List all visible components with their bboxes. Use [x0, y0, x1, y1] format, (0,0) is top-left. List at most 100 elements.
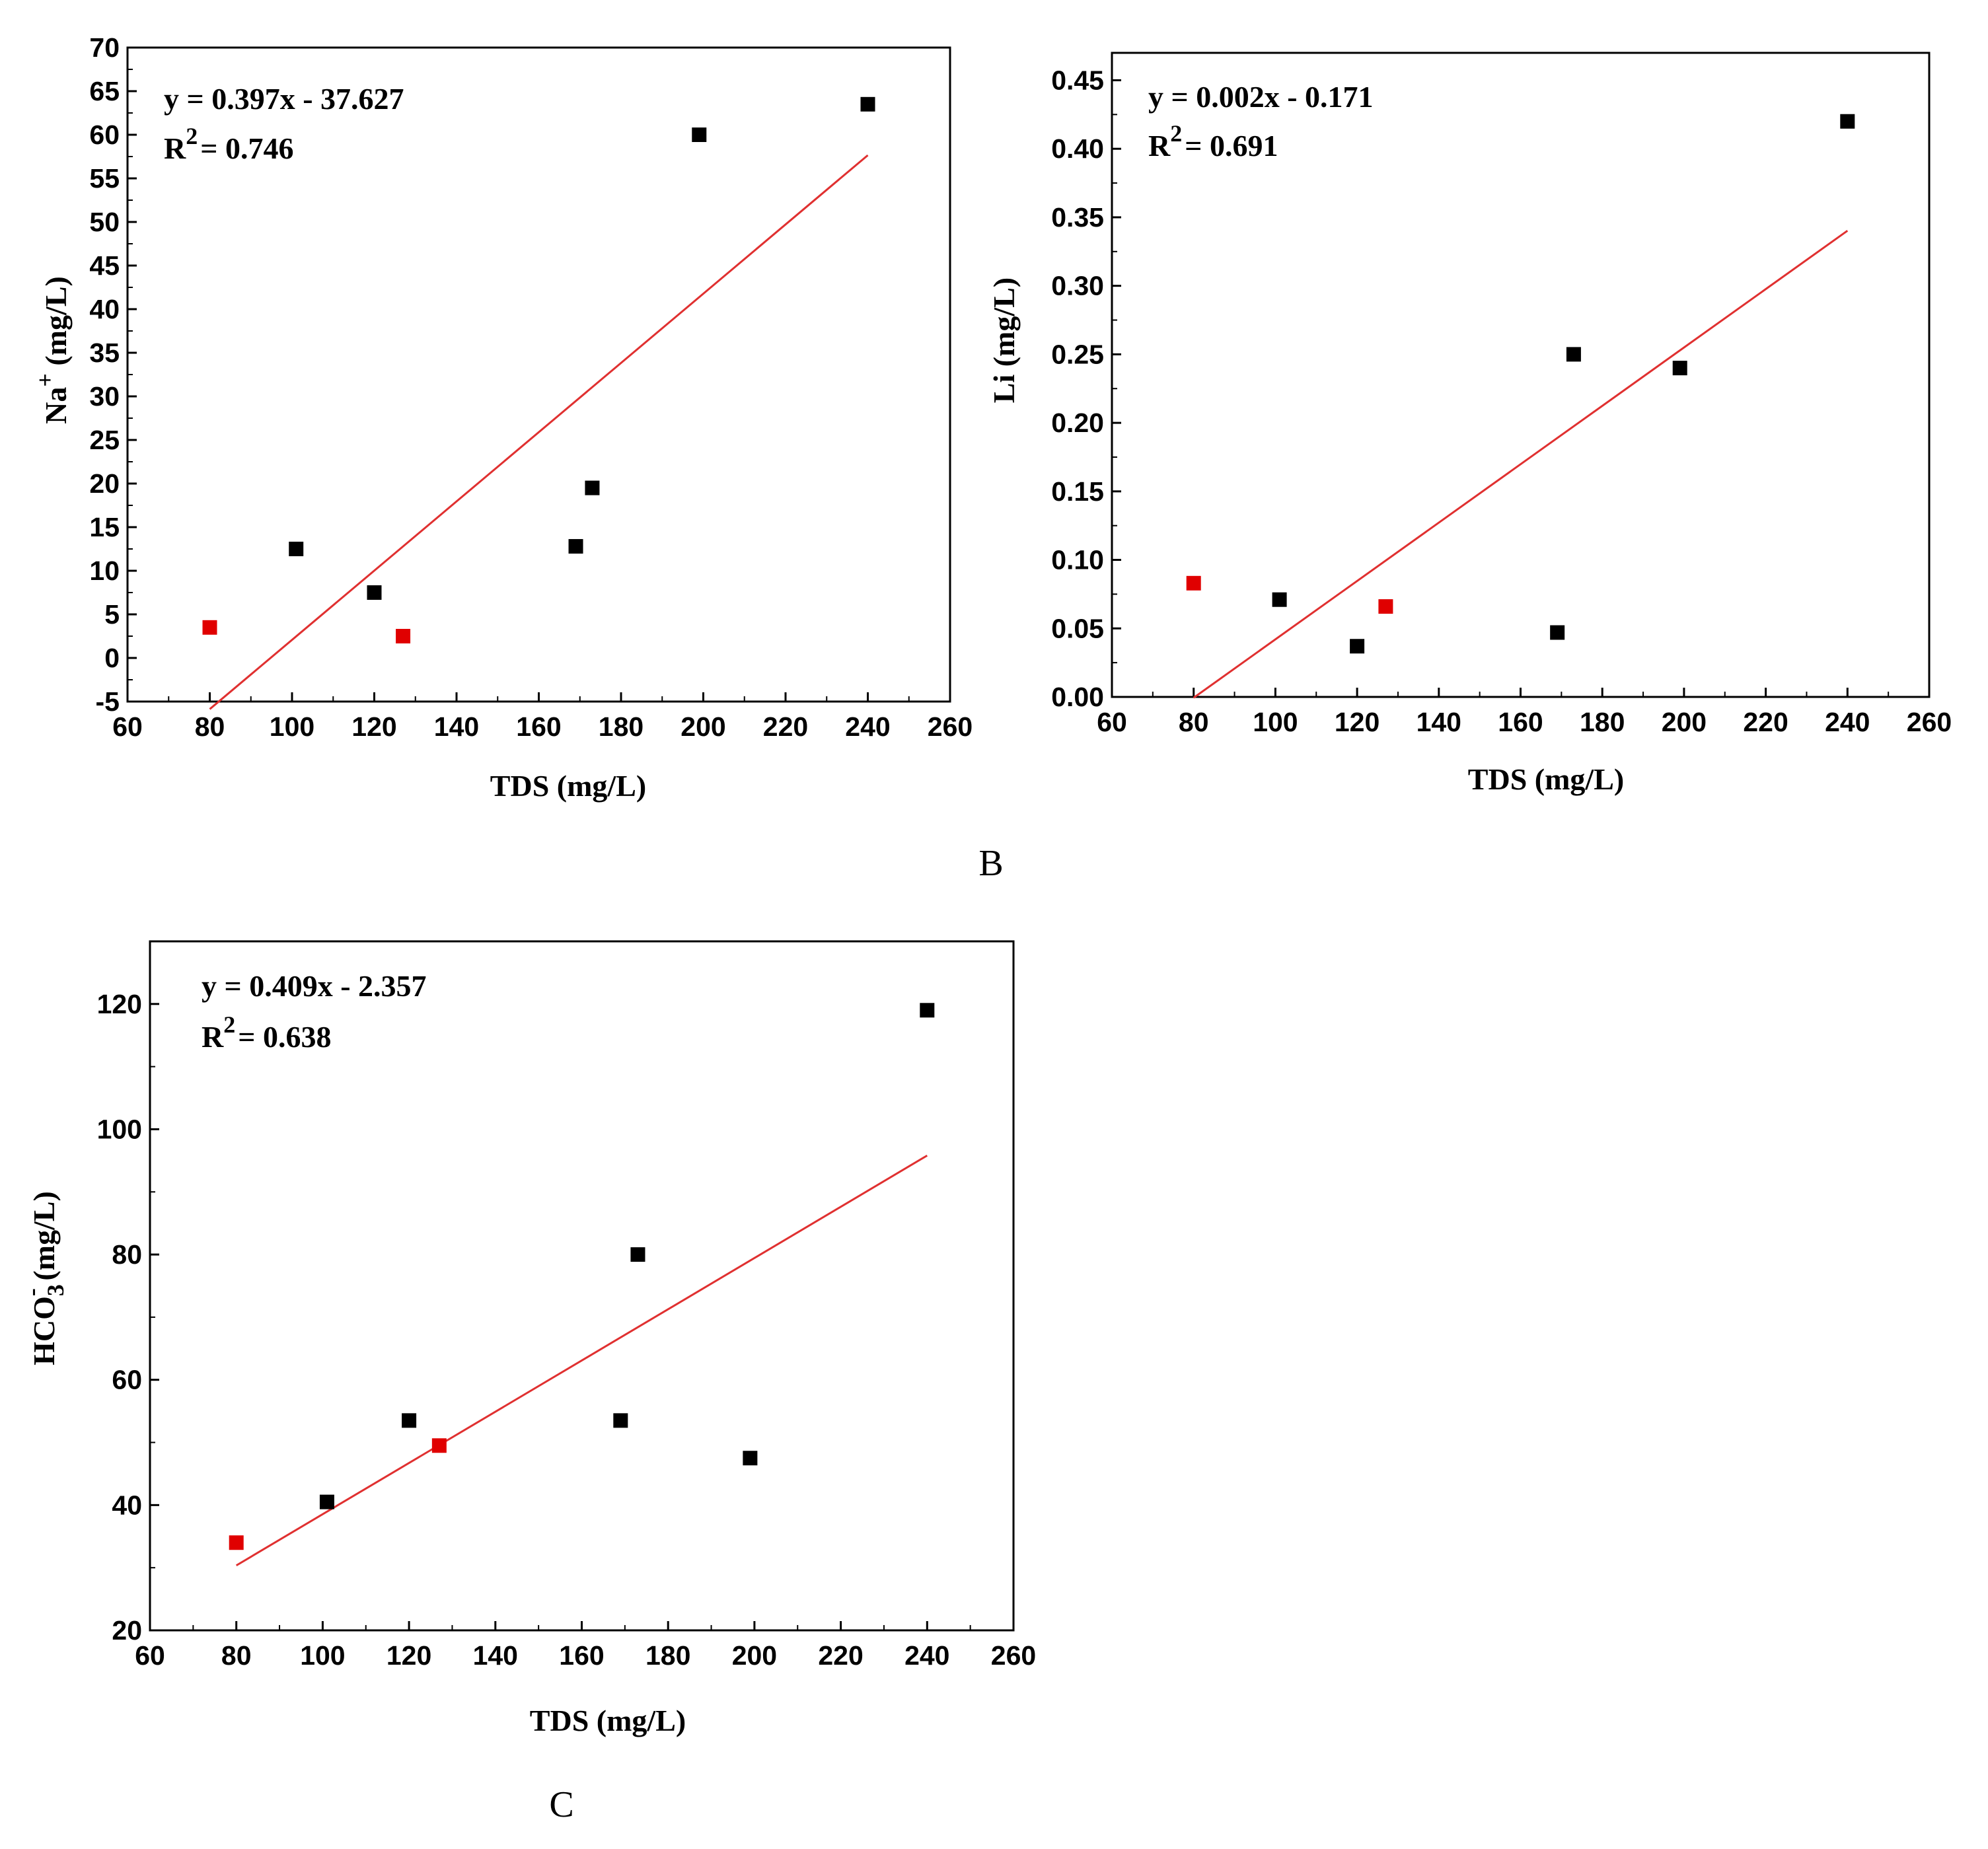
x-tick-label: 180 [1580, 707, 1625, 737]
y-tick-label: 20 [112, 1615, 142, 1646]
data-point-black [319, 1494, 334, 1509]
data-point-black [1672, 361, 1687, 376]
data-point-black [630, 1247, 645, 1262]
data-point-black [613, 1413, 628, 1428]
data-point-red [202, 620, 217, 635]
data-point-red [1186, 575, 1201, 591]
chart-panel-hco3: y = 0.409x - 2.357 R2= 0.638 TDS (mg/L) … [18, 940, 1036, 1825]
chart-panel-na: y = 0.397x - 37.627 R2= 0.746 TDS (mg/L)… [32, 32, 973, 803]
data-point-black [692, 127, 707, 142]
y-tick-label: 10 [89, 556, 120, 586]
y-tick-label: 55 [89, 163, 120, 194]
regression-line [235, 1154, 928, 1567]
x-tick-label: 160 [1498, 707, 1543, 737]
x-tick-label: 260 [928, 711, 973, 742]
y-tick-label: 0.40 [1051, 133, 1104, 164]
x-tick-label: 160 [559, 1640, 604, 1671]
regression-line [1193, 230, 1849, 699]
y-axis-title: Li (mg/L) [987, 277, 1021, 403]
y-tick-label: 40 [89, 294, 120, 324]
data-point-red [229, 1535, 244, 1550]
data-point-red [1378, 599, 1393, 614]
x-tick-label: 100 [1253, 707, 1298, 737]
x-tick-label: 100 [270, 711, 314, 742]
y-tick-label: 45 [89, 250, 120, 281]
y-tick-label: 65 [89, 76, 120, 106]
x-tick-label: 180 [599, 711, 644, 742]
data-point-black [1550, 625, 1565, 640]
y-tick-label: 0.20 [1051, 408, 1104, 438]
x-axis-title: TDS (mg/L) [1468, 762, 1624, 796]
data-point-black [568, 539, 583, 554]
x-tick-label: 240 [904, 1640, 949, 1671]
y-tick-label: 0.10 [1051, 545, 1104, 575]
x-tick-label: 60 [112, 711, 143, 742]
x-tick-label: 200 [1662, 707, 1707, 737]
x-tick-label: 200 [732, 1640, 777, 1671]
y-tick-label: 60 [112, 1365, 142, 1395]
data-point-black [920, 1003, 935, 1018]
panel-label: B [978, 843, 1003, 884]
regression-line [209, 154, 869, 710]
x-tick-label: 80 [221, 1640, 252, 1671]
y-tick-label: 0 [104, 643, 120, 673]
x-tick-label: 140 [1417, 707, 1461, 737]
x-axis-title: TDS (mg/L) [530, 1704, 686, 1737]
data-point-black [743, 1451, 758, 1466]
x-tick-label: 100 [300, 1640, 345, 1671]
x-tick-label: 260 [991, 1640, 1036, 1671]
y-tick-label: 0.30 [1051, 271, 1104, 301]
y-tick-label: 100 [97, 1114, 142, 1144]
x-tick-label: 80 [1179, 707, 1209, 737]
y-tick-label: 0.25 [1051, 339, 1104, 369]
data-point-black [860, 96, 875, 112]
y-tick-label: 35 [89, 338, 120, 368]
y-tick-label: 80 [112, 1239, 142, 1270]
y-tick-label: 0.00 [1051, 682, 1104, 712]
y-tick-label: 40 [112, 1490, 142, 1520]
data-point-black [289, 542, 304, 556]
y-tick-label: 0.05 [1051, 613, 1104, 643]
x-tick-label: 160 [516, 711, 561, 742]
y-tick-label: 25 [89, 425, 120, 455]
x-tick-label: 140 [473, 1640, 518, 1671]
x-tick-label: 140 [434, 711, 479, 742]
data-point-black [1272, 592, 1287, 607]
x-tick-label: 220 [818, 1640, 863, 1671]
x-tick-label: 220 [1743, 707, 1788, 737]
y-tick-label: -5 [96, 686, 120, 717]
data-point-red [431, 1438, 447, 1453]
x-tick-label: 240 [1825, 707, 1870, 737]
fit-equation: y = 0.409x - 2.357 [202, 969, 427, 1003]
r-squared: R2= 0.746 [164, 123, 293, 165]
x-tick-label: 60 [135, 1640, 165, 1671]
x-tick-label: 200 [681, 711, 725, 742]
data-point-black [402, 1413, 417, 1428]
x-tick-label: 120 [387, 1640, 431, 1671]
y-tick-label: 50 [89, 207, 120, 237]
y-tick-label: 15 [89, 512, 120, 542]
x-tick-label: 60 [1097, 707, 1127, 737]
y-tick-label: 0.15 [1051, 476, 1104, 507]
r-squared: R2= 0.691 [1148, 120, 1278, 163]
x-tick-label: 120 [351, 711, 396, 742]
y-axis-title: HCO3- (mg/L) [18, 1191, 69, 1365]
fit-equation: y = 0.002x - 0.171 [1148, 80, 1374, 114]
x-tick-label: 80 [195, 711, 225, 742]
data-point-black [585, 480, 600, 495]
x-tick-label: 240 [845, 711, 890, 742]
y-tick-label: 70 [89, 32, 120, 63]
x-axis-title: TDS (mg/L) [490, 769, 646, 803]
x-tick-label: 180 [645, 1640, 690, 1671]
data-point-black [1350, 639, 1365, 654]
data-point-black [367, 585, 382, 600]
y-tick-label: 30 [89, 381, 120, 412]
x-tick-label: 260 [1907, 707, 1952, 737]
data-point-red [396, 629, 411, 643]
r-squared: R2= 0.638 [202, 1011, 331, 1054]
chart-panel-li: y = 0.002x - 0.171 R2= 0.691 TDS (mg/L) … [978, 52, 1952, 884]
x-tick-label: 220 [763, 711, 808, 742]
fit-equation: y = 0.397x - 37.627 [164, 82, 404, 116]
